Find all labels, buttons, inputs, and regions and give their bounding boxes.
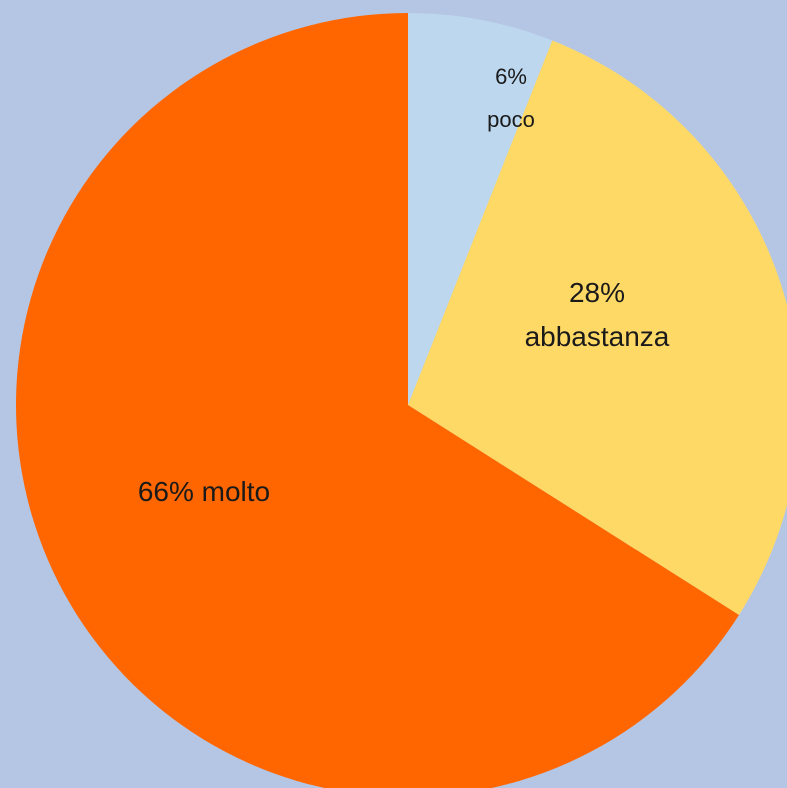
- slice-label-poco-name: poco: [487, 107, 535, 132]
- pie-slice-molto: [16, 13, 739, 788]
- slice-label-abbastanza-value: 28%: [569, 277, 625, 308]
- pie-slice-poco: [408, 13, 553, 405]
- slice-label-poco-value: 6%: [495, 64, 527, 89]
- slice-label-abbastanza-name: abbastanza: [525, 321, 670, 352]
- slice-label-molto: 66% molto: [138, 476, 270, 507]
- pie-slices: [16, 13, 787, 788]
- pie-slice-abbastanza: [408, 40, 787, 616]
